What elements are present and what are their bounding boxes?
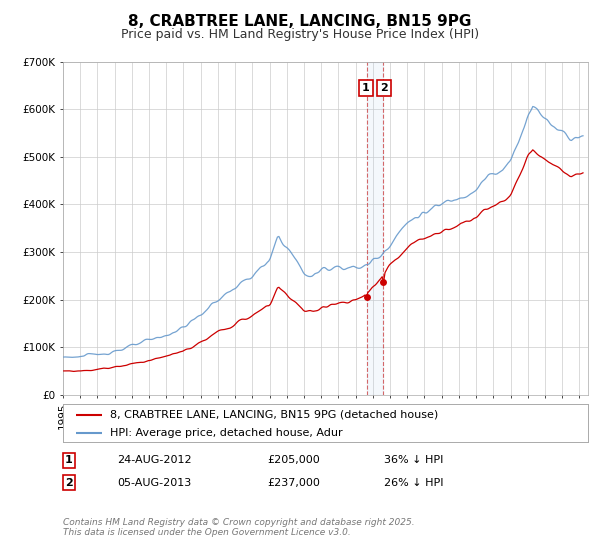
Text: 24-AUG-2012: 24-AUG-2012 [117,455,191,465]
Text: 2: 2 [380,83,388,94]
Text: 05-AUG-2013: 05-AUG-2013 [117,478,191,488]
Text: Contains HM Land Registry data © Crown copyright and database right 2025.
This d: Contains HM Land Registry data © Crown c… [63,518,415,538]
Text: 26% ↓ HPI: 26% ↓ HPI [384,478,443,488]
Text: 36% ↓ HPI: 36% ↓ HPI [384,455,443,465]
Text: HPI: Average price, detached house, Adur: HPI: Average price, detached house, Adur [110,428,343,438]
Bar [367,62,383,395]
Text: 1: 1 [362,83,370,94]
Text: 2: 2 [65,478,73,488]
Text: £205,000: £205,000 [267,455,320,465]
Text: 1: 1 [65,455,73,465]
Text: £237,000: £237,000 [267,478,320,488]
Text: 8, CRABTREE LANE, LANCING, BN15 9PG (detached house): 8, CRABTREE LANE, LANCING, BN15 9PG (det… [110,410,439,420]
Text: Price paid vs. HM Land Registry's House Price Index (HPI): Price paid vs. HM Land Registry's House … [121,28,479,41]
Text: 8, CRABTREE LANE, LANCING, BN15 9PG: 8, CRABTREE LANE, LANCING, BN15 9PG [128,14,472,29]
